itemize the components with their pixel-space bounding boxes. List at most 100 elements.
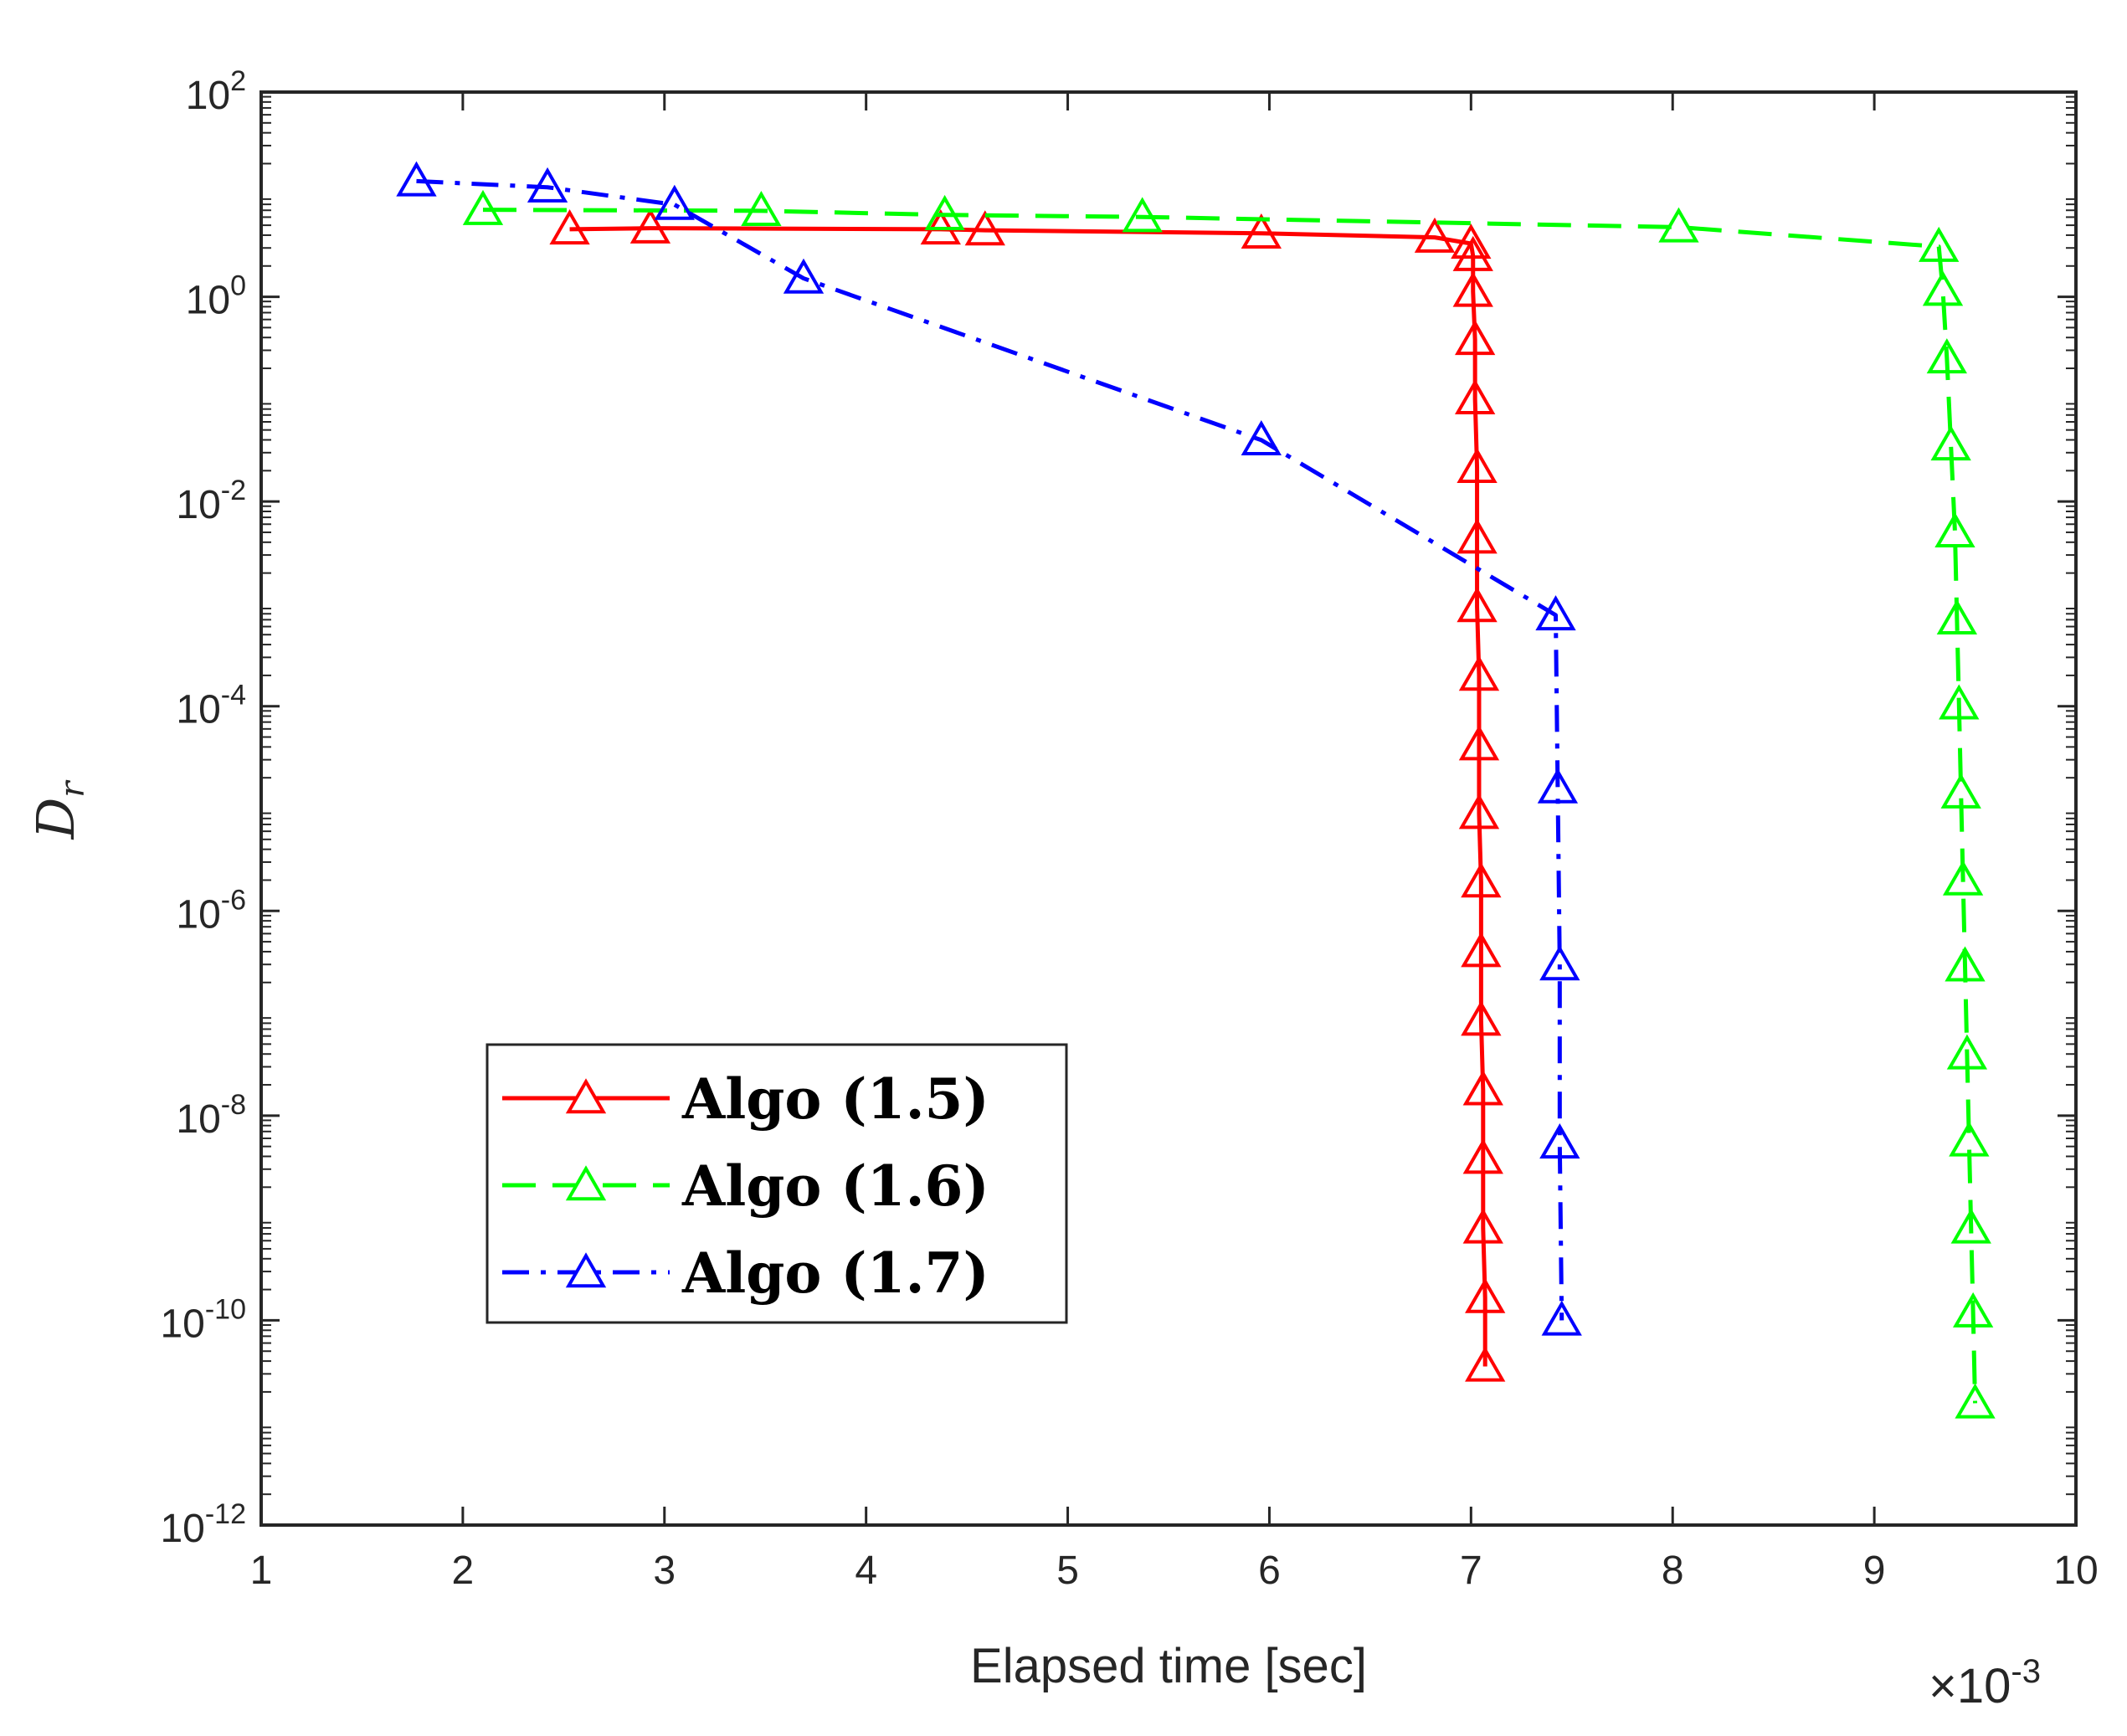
data-point-marker	[1458, 725, 1500, 761]
data-point-marker	[1454, 379, 1496, 415]
series-line	[569, 226, 1487, 1367]
x-tick-label: 2	[452, 1549, 475, 1593]
y-tick-label: 10-8	[176, 1089, 246, 1142]
y-tick-base: 10	[176, 483, 220, 527]
data-point-marker	[1461, 862, 1502, 898]
legend-marker	[565, 1165, 607, 1201]
y-tick-base: 10	[186, 279, 230, 323]
legend-label: Algo (1.6)	[681, 1153, 989, 1219]
data-point-marker	[1539, 945, 1580, 981]
y-tick-exponent: 0	[230, 270, 246, 302]
series-layer	[396, 161, 1996, 1419]
x-tick-label: 1	[250, 1549, 273, 1593]
data-point-marker	[1461, 1000, 1502, 1036]
data-point-marker	[1945, 946, 1986, 982]
series-line	[416, 178, 1564, 1321]
data-point-marker	[1922, 270, 1964, 306]
data-point-marker	[1122, 197, 1163, 233]
data-point-marker	[1457, 587, 1498, 623]
data-point-marker	[1926, 338, 1967, 374]
y-tick-label: 10-10	[160, 1293, 246, 1346]
data-point-marker	[1451, 223, 1492, 259]
data-point-marker	[1539, 1123, 1580, 1159]
data-point-marker	[1940, 773, 1981, 809]
data-point-marker	[1541, 1300, 1582, 1336]
x-multiplier-base: ×10	[1929, 1659, 2011, 1713]
y-axis-label-main: D	[25, 798, 86, 840]
data-point-marker	[1946, 1034, 1988, 1070]
x-tick-label: 5	[1056, 1549, 1079, 1593]
data-point-marker	[1462, 1208, 1503, 1244]
y-axis-label-sub: r	[54, 779, 92, 798]
y-tick-label: 100	[186, 270, 246, 323]
data-point-marker	[527, 167, 568, 203]
data-point-marker	[1942, 860, 1984, 896]
y-tick-exponent: -6	[221, 884, 246, 916]
legend-marker	[565, 1252, 607, 1288]
data-point-marker	[1452, 271, 1493, 307]
data-point-marker	[654, 184, 695, 220]
data-point-marker	[1949, 1121, 1990, 1157]
data-point-marker	[1936, 598, 1978, 634]
data-point-marker	[1465, 1277, 1506, 1313]
data-point-marker	[462, 189, 504, 225]
y-tick-label: 10-2	[176, 475, 246, 527]
x-axis-label: Elapsed time [sec]	[970, 1639, 1367, 1693]
data-point-marker	[1457, 518, 1498, 554]
legend-marker	[565, 1078, 607, 1114]
data-point-marker	[1458, 655, 1500, 691]
legend: Algo (1.5) Algo (1.6) Algo (1.7)	[486, 1043, 1068, 1324]
data-point-marker	[1462, 1070, 1503, 1106]
data-point-marker	[1919, 226, 1960, 262]
data-point-marker	[1457, 447, 1498, 483]
data-point-marker	[1535, 595, 1576, 631]
x-tick-label: 10	[2053, 1549, 2098, 1593]
data-point-marker	[1465, 1346, 1506, 1382]
y-tick-exponent: -12	[205, 1498, 246, 1530]
data-point-marker	[1658, 207, 1699, 243]
data-point-marker	[964, 210, 1005, 246]
data-point-marker	[1930, 425, 1971, 461]
data-point-marker	[1461, 932, 1502, 968]
y-tick-exponent: -4	[221, 680, 246, 711]
x-multiplier: ×10-3	[1929, 1653, 2041, 1713]
y-tick-exponent: -10	[205, 1293, 246, 1325]
y-tick-base: 10	[176, 1097, 220, 1142]
y-tick-base: 10	[176, 688, 220, 732]
data-point-marker	[629, 208, 671, 244]
y-tick-label: 10-6	[176, 884, 246, 937]
data-point-marker	[783, 258, 825, 294]
x-tick-label: 9	[1863, 1549, 1886, 1593]
y-tick-label: 10-4	[176, 680, 246, 732]
data-point-marker	[1241, 213, 1282, 249]
legend-label: Algo (1.5)	[681, 1066, 989, 1132]
y-tick-exponent: -8	[221, 1089, 246, 1121]
data-point-marker	[1452, 235, 1493, 271]
y-tick-label: 10-12	[160, 1498, 246, 1551]
x-tick-label: 3	[653, 1549, 676, 1593]
data-point-marker	[741, 191, 782, 227]
data-point-marker	[924, 194, 965, 230]
y-tick-base: 10	[186, 74, 230, 118]
data-point-marker	[1458, 794, 1500, 829]
x-tick-label: 6	[1258, 1549, 1281, 1593]
data-point-marker	[1950, 1208, 1991, 1244]
data-point-marker	[1454, 320, 1496, 356]
y-tick-exponent: -2	[221, 475, 246, 506]
data-point-marker	[1414, 217, 1456, 253]
x-tick-label: 7	[1460, 1549, 1482, 1593]
y-tick-label: 102	[186, 65, 246, 118]
data-point-marker	[1939, 684, 1980, 720]
data-point-marker	[1952, 1292, 1994, 1328]
y-tick-base: 10	[160, 1302, 204, 1346]
data-point-marker	[549, 209, 590, 245]
legend-label: Algo (1.7)	[681, 1240, 989, 1306]
y-tick-base: 10	[176, 892, 220, 937]
y-axis-label: Dr	[25, 779, 92, 840]
x-tick-labels: 1 2 3 4 5 6 7 8 9 10	[250, 1549, 2099, 1593]
series-3	[396, 161, 1582, 1336]
x-tick-label: 4	[855, 1549, 877, 1593]
data-point-marker	[1537, 768, 1579, 804]
